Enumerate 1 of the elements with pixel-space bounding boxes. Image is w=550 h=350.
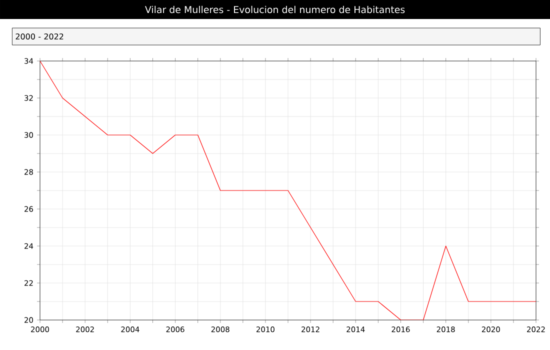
chart-title: Vilar de Mulleres - Evolucion del numero de Habitantes xyxy=(145,6,405,14)
